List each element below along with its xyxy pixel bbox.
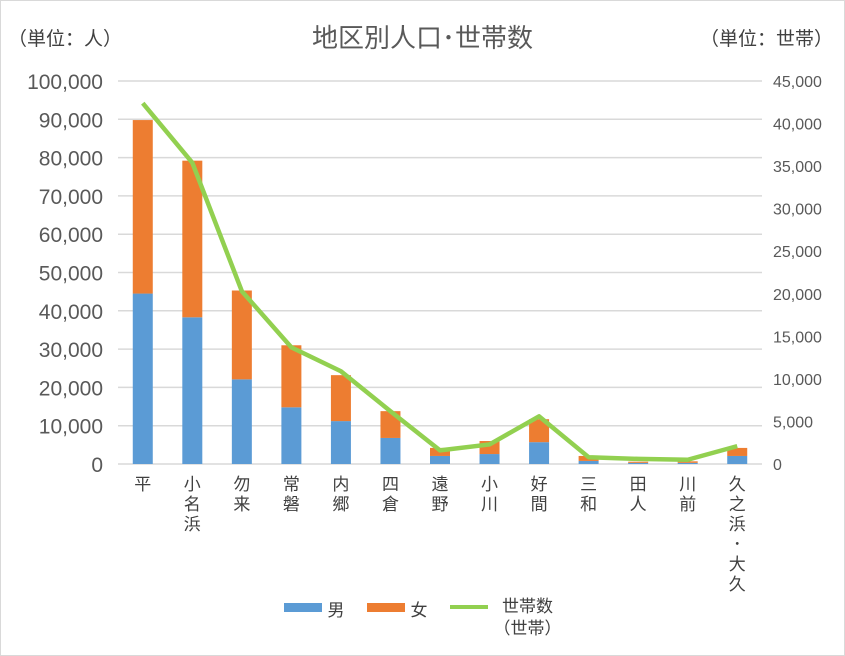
right-tick-label: 25,000 <box>773 244 822 261</box>
bar-female <box>330 375 351 422</box>
legend-item-female: 女 <box>366 596 428 640</box>
legend-swatch-households <box>449 605 488 609</box>
bar-male <box>727 455 748 464</box>
bar-female <box>677 461 698 463</box>
category-label: 川 <box>481 495 498 515</box>
category-label: 和 <box>580 495 597 515</box>
category-label: 三 <box>580 475 597 495</box>
left-tick-label: 10,000 <box>39 416 103 439</box>
legend-label-male: 男 <box>327 601 345 621</box>
left-tick-label: 70,000 <box>39 186 103 209</box>
right-tick-label: 5,000 <box>773 414 813 431</box>
bar-male <box>628 462 649 464</box>
legend-swatch-female <box>366 603 405 612</box>
category-label: 倉 <box>382 495 399 515</box>
bar-male <box>430 455 450 464</box>
left-axis-unit: （単位：人） <box>8 28 123 50</box>
right-tick-label: 10,000 <box>773 372 822 389</box>
bar-male <box>677 462 698 464</box>
bar-male <box>182 317 203 464</box>
category-label: ･ <box>733 535 742 555</box>
legend-label-households-unit: （世帯） <box>493 619 562 639</box>
legend-label-households: 世帯数 <box>502 597 553 617</box>
bar-male <box>380 437 401 464</box>
category-label: 常 <box>283 475 300 495</box>
category-label: 川 <box>679 475 696 495</box>
category-label: 遠 <box>432 475 449 495</box>
right-tick-label: 15,000 <box>773 329 822 346</box>
category-label: 間 <box>531 495 548 515</box>
right-tick-label: 45,000 <box>773 74 822 91</box>
category-label: 好 <box>531 475 548 495</box>
left-tick-label: 0 <box>91 454 103 477</box>
category-label: 勿 <box>233 475 250 495</box>
chart-title: 地区別人口･世帯数 <box>311 24 533 54</box>
legend-label-female: 女 <box>410 601 428 621</box>
right-tick-label: 30,000 <box>773 202 822 219</box>
left-tick-label: 90,000 <box>39 109 103 132</box>
bar-female <box>628 461 649 463</box>
left-tick-label: 40,000 <box>39 301 103 324</box>
category-label: 浜 <box>184 515 201 535</box>
right-tick-label: 20,000 <box>773 287 822 304</box>
bar-male <box>479 454 500 464</box>
category-label: 田 <box>630 475 647 495</box>
right-tick-label: 40,000 <box>773 117 822 134</box>
bar-male <box>281 407 302 464</box>
category-label: 野 <box>432 495 449 515</box>
category-label: 人 <box>630 495 647 515</box>
legend-swatch-male <box>283 603 322 612</box>
bar-female <box>231 290 252 380</box>
category-label: 来 <box>233 495 250 515</box>
category-label: 大 <box>729 555 746 575</box>
category-label: 磐 <box>283 495 300 515</box>
category-label: 前 <box>679 495 696 515</box>
category-label: 浜 <box>729 515 746 535</box>
category-label: 小 <box>184 475 201 495</box>
category-label: 内 <box>332 475 349 495</box>
category-label: 之 <box>729 495 746 515</box>
left-tick-label: 50,000 <box>39 263 103 286</box>
bar-male <box>578 460 599 464</box>
bar-female <box>182 160 203 318</box>
legend: 男 女 世帯数 （世帯） <box>0 596 845 640</box>
bar-female <box>132 120 153 294</box>
left-tick-label: 80,000 <box>39 148 103 171</box>
bar-male <box>330 421 351 464</box>
category-label: 名 <box>184 495 201 515</box>
left-tick-label: 30,000 <box>39 339 103 362</box>
right-tick-label: 0 <box>773 457 782 474</box>
category-label: 小 <box>481 475 498 495</box>
bar-male <box>231 379 252 464</box>
bar-female <box>281 345 302 408</box>
category-label: 平 <box>134 475 151 495</box>
bar-female <box>529 419 550 443</box>
legend-item-male: 男 <box>283 596 345 640</box>
right-tick-label: 35,000 <box>773 159 822 176</box>
left-tick-label: 20,000 <box>39 377 103 400</box>
category-label: 郷 <box>332 495 349 515</box>
bar-male <box>529 442 550 464</box>
left-tick-label: 100,000 <box>27 71 103 94</box>
category-label: 四 <box>382 475 399 495</box>
bar-female <box>727 447 748 456</box>
legend-item-households: 世帯数 （世帯） <box>449 596 562 640</box>
bar-male <box>132 293 153 464</box>
left-tick-label: 60,000 <box>39 224 103 247</box>
right-axis-unit: （単位：世帯） <box>699 28 833 50</box>
category-label: 久 <box>729 475 746 495</box>
category-label: 久 <box>729 575 746 595</box>
